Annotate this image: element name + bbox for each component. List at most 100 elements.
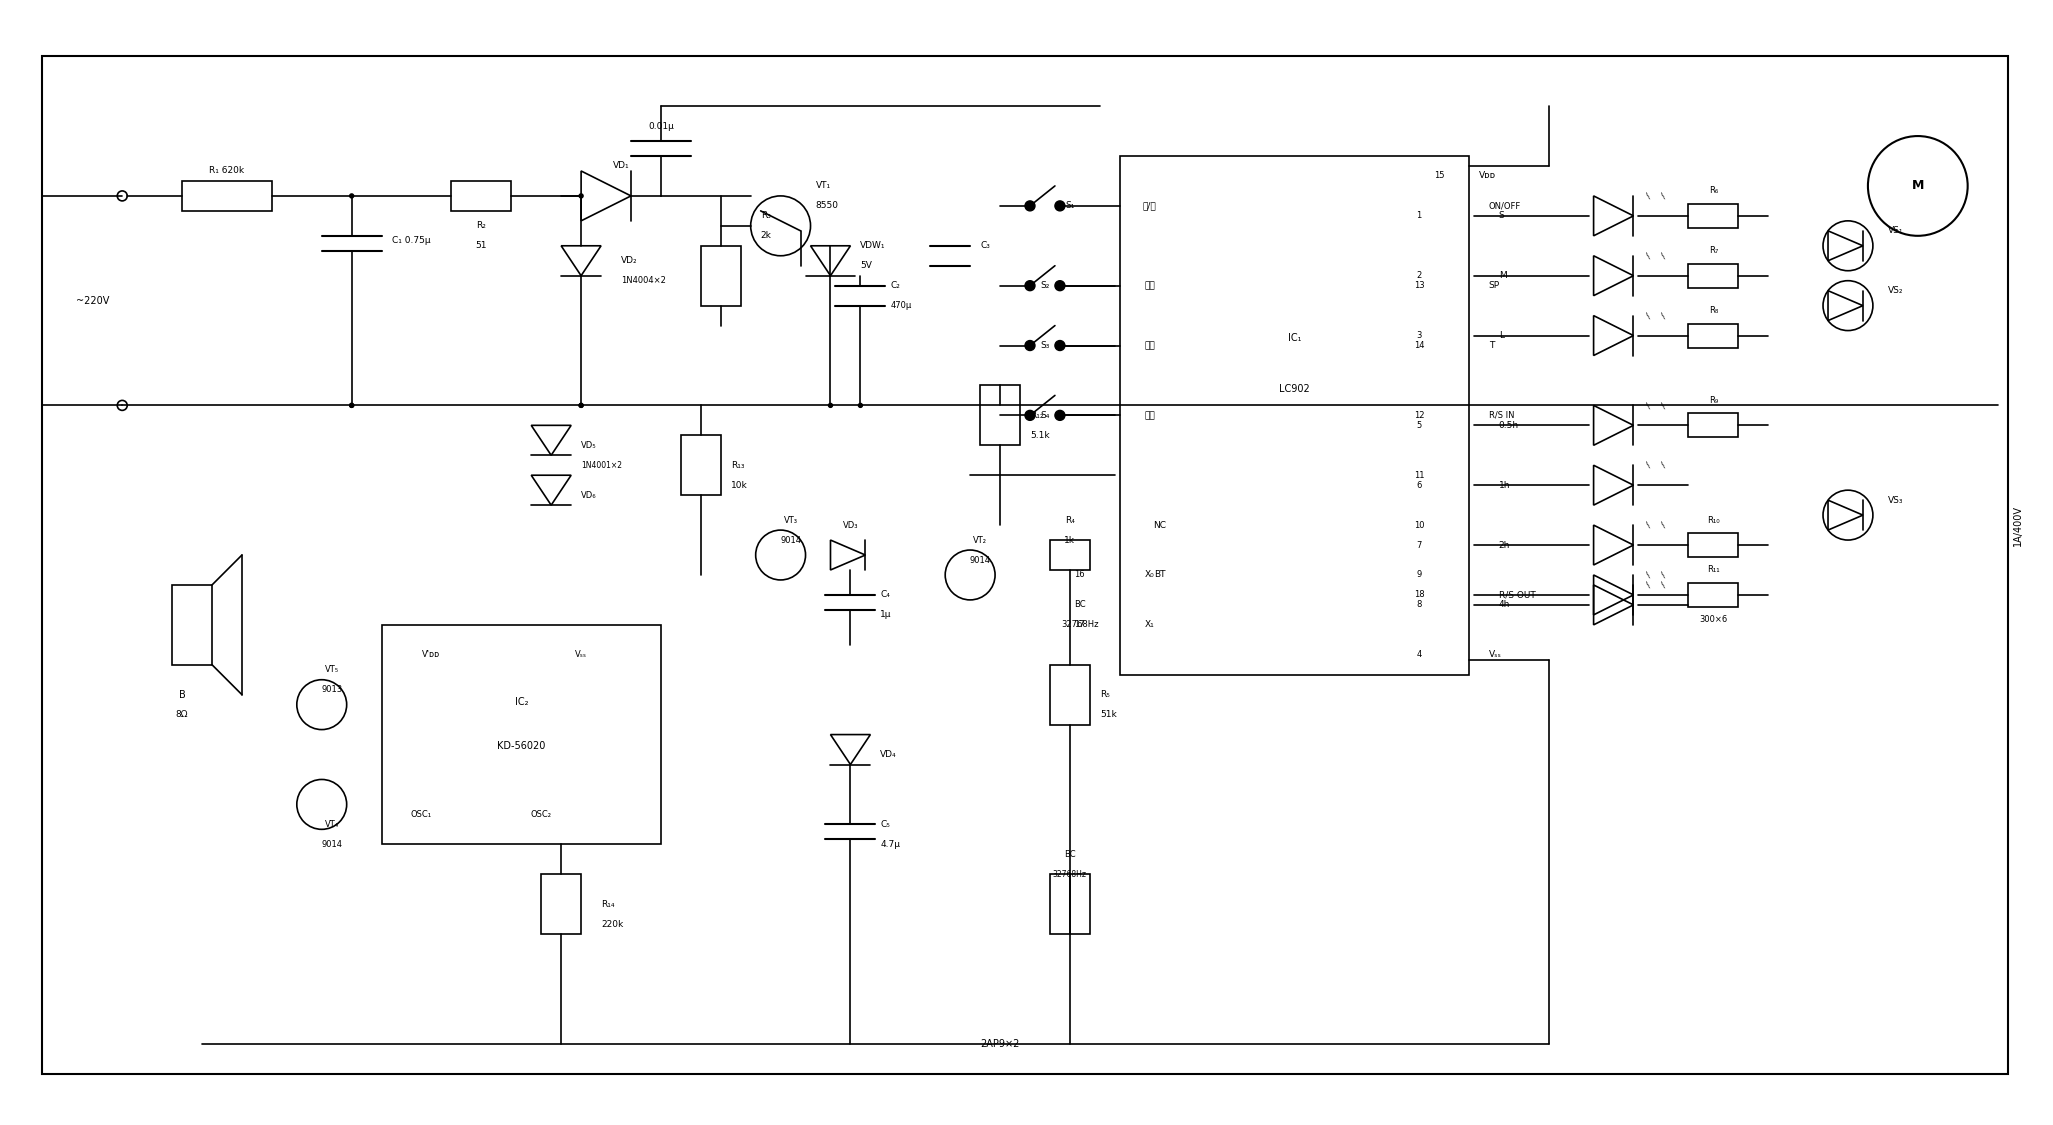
Text: S₂: S₂ bbox=[1041, 281, 1049, 290]
Text: C₅: C₅ bbox=[881, 820, 891, 829]
Bar bbox=[183, 181, 271, 210]
Text: C₂: C₂ bbox=[891, 281, 899, 290]
Text: 10k: 10k bbox=[731, 480, 747, 489]
Text: 17: 17 bbox=[1074, 620, 1086, 629]
Text: R₂: R₂ bbox=[476, 222, 487, 231]
Text: 9014: 9014 bbox=[969, 556, 992, 565]
Text: V'ᴅᴅ: V'ᴅᴅ bbox=[423, 650, 441, 659]
Text: 8: 8 bbox=[1417, 601, 1423, 610]
Text: ON/OFF: ON/OFF bbox=[1488, 201, 1521, 210]
Text: 1h: 1h bbox=[1499, 480, 1511, 489]
Circle shape bbox=[1055, 281, 1066, 290]
Text: BC: BC bbox=[1063, 849, 1076, 858]
Text: /: / bbox=[1659, 580, 1667, 590]
Text: /: / bbox=[1659, 570, 1667, 579]
Text: VT₂: VT₂ bbox=[973, 536, 987, 544]
Text: R/S IN: R/S IN bbox=[1488, 411, 1515, 420]
Text: VS₂: VS₂ bbox=[1889, 286, 1903, 295]
Text: 4: 4 bbox=[1417, 650, 1421, 659]
Bar bbox=[682, 435, 721, 495]
Text: VD₆: VD₆ bbox=[581, 490, 597, 500]
Text: 51k: 51k bbox=[1100, 710, 1117, 719]
Text: 3: 3 bbox=[1417, 331, 1423, 340]
Text: /: / bbox=[1659, 521, 1667, 529]
Text: VS₃: VS₃ bbox=[1889, 496, 1903, 505]
Text: C₁ 0.75μ: C₁ 0.75μ bbox=[392, 236, 431, 245]
Bar bbox=[1688, 413, 1739, 438]
Text: /: / bbox=[1659, 191, 1667, 200]
Circle shape bbox=[579, 404, 583, 407]
Text: 7: 7 bbox=[1417, 540, 1423, 549]
Text: BC: BC bbox=[1074, 601, 1086, 610]
Circle shape bbox=[1024, 411, 1035, 421]
Text: R₅: R₅ bbox=[1100, 690, 1111, 699]
Circle shape bbox=[579, 193, 583, 198]
Bar bbox=[1049, 540, 1090, 570]
Text: 9014: 9014 bbox=[780, 536, 801, 544]
Text: 9: 9 bbox=[1417, 570, 1421, 579]
Text: R₉: R₉ bbox=[1708, 396, 1718, 405]
Text: 定时: 定时 bbox=[1144, 341, 1156, 350]
Bar bbox=[979, 386, 1020, 446]
Text: 1A/400V: 1A/400V bbox=[2012, 505, 2022, 546]
Bar bbox=[700, 245, 741, 306]
Text: 1k: 1k bbox=[1063, 536, 1076, 544]
Text: S₃: S₃ bbox=[1041, 341, 1049, 350]
Text: X₀: X₀ bbox=[1146, 570, 1154, 579]
Text: 14: 14 bbox=[1415, 341, 1425, 350]
Text: 1μ: 1μ bbox=[881, 611, 891, 620]
Text: 5: 5 bbox=[1417, 421, 1421, 430]
Text: VT₅: VT₅ bbox=[324, 665, 339, 674]
Text: /: / bbox=[1644, 570, 1653, 579]
Text: Vᴅᴅ: Vᴅᴅ bbox=[1478, 171, 1497, 180]
Text: C₃: C₃ bbox=[979, 241, 990, 250]
Text: VT₁: VT₁ bbox=[815, 181, 831, 190]
Text: OSC₂: OSC₂ bbox=[532, 810, 552, 819]
Text: /: / bbox=[1644, 461, 1653, 469]
Bar bbox=[1688, 533, 1739, 557]
Text: 2AP9×2: 2AP9×2 bbox=[981, 1038, 1020, 1048]
Text: BT: BT bbox=[1154, 570, 1166, 579]
Circle shape bbox=[1024, 281, 1035, 290]
Text: /: / bbox=[1644, 402, 1653, 410]
Text: 2h: 2h bbox=[1499, 540, 1511, 549]
Text: L: L bbox=[1499, 331, 1505, 340]
Circle shape bbox=[349, 193, 353, 198]
Text: 300×6: 300×6 bbox=[1700, 615, 1727, 624]
Text: 开/关: 开/关 bbox=[1144, 201, 1156, 210]
Text: R₁₂: R₁₂ bbox=[1031, 411, 1043, 420]
Bar bbox=[1049, 874, 1090, 934]
Bar bbox=[1688, 583, 1739, 606]
Text: R₄: R₄ bbox=[1066, 515, 1076, 524]
Text: /: / bbox=[1644, 521, 1653, 529]
Circle shape bbox=[1055, 341, 1066, 351]
Text: ~220V: ~220V bbox=[76, 296, 109, 306]
Text: 470μ: 470μ bbox=[891, 302, 912, 310]
Text: 220k: 220k bbox=[602, 919, 624, 928]
Text: 9013: 9013 bbox=[320, 685, 343, 694]
Circle shape bbox=[349, 404, 353, 407]
Bar bbox=[452, 181, 511, 210]
Text: R₁₃: R₁₃ bbox=[731, 461, 745, 470]
Circle shape bbox=[349, 404, 353, 407]
Text: R₃: R₃ bbox=[762, 212, 770, 220]
Text: 4.7μ: 4.7μ bbox=[881, 839, 901, 848]
Text: Vₛₛ: Vₛₛ bbox=[575, 650, 587, 659]
Text: VD₁: VD₁ bbox=[612, 162, 630, 171]
Text: 18: 18 bbox=[1415, 591, 1425, 600]
Text: 16: 16 bbox=[1074, 570, 1086, 579]
Text: 2: 2 bbox=[1417, 271, 1421, 280]
Bar bbox=[1119, 156, 1468, 675]
Text: R₁ 620k: R₁ 620k bbox=[209, 166, 244, 176]
Text: LC902: LC902 bbox=[1279, 385, 1310, 395]
Text: /: / bbox=[1659, 252, 1667, 260]
Text: R₁₄: R₁₄ bbox=[602, 900, 614, 909]
Text: SP: SP bbox=[1488, 281, 1501, 290]
Text: 1: 1 bbox=[1417, 212, 1421, 220]
Text: 13: 13 bbox=[1415, 281, 1425, 290]
Text: 51: 51 bbox=[476, 241, 487, 250]
Text: /: / bbox=[1659, 312, 1667, 319]
Text: R₆: R₆ bbox=[1708, 187, 1718, 196]
Bar bbox=[1049, 665, 1090, 724]
Text: /: / bbox=[1644, 580, 1653, 590]
